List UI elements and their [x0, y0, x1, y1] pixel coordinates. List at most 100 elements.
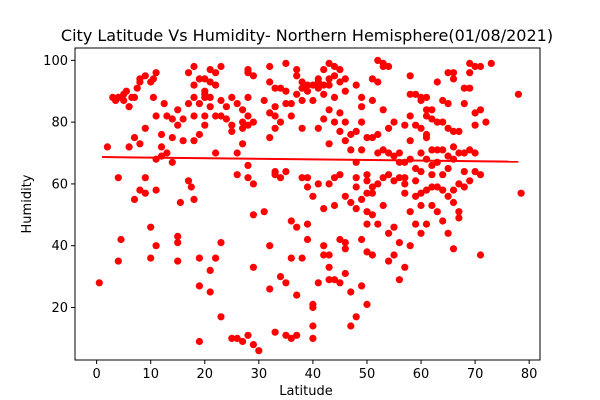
data-point-88 [217, 112, 225, 120]
data-point-134 [271, 171, 279, 179]
data-point-265 [379, 201, 387, 210]
data-point-305 [417, 168, 425, 176]
data-point-185 [320, 115, 328, 123]
data-point-15 [130, 195, 139, 203]
data-point-204 [330, 276, 339, 284]
data-point-264 [379, 174, 387, 182]
data-point-237 [358, 235, 366, 244]
data-point-182 [320, 66, 328, 74]
data-point-187 [320, 242, 328, 250]
data-point-72 [201, 90, 209, 98]
data-point-241 [363, 177, 371, 185]
data-point-201 [330, 118, 339, 126]
data-point-297 [412, 164, 420, 173]
x-tick-label-0: 0 [92, 367, 100, 382]
data-point-199 [330, 72, 339, 80]
data-point-281 [395, 276, 403, 284]
data-point-126 [266, 134, 274, 142]
data-point-333 [439, 171, 447, 179]
data-point-131 [271, 112, 279, 120]
data-point-244 [363, 220, 371, 228]
data-point-308 [417, 229, 425, 237]
data-point-177 [314, 78, 322, 86]
data-point-170 [309, 96, 317, 105]
data-point-163 [303, 81, 312, 89]
data-point-158 [298, 84, 306, 92]
data-point-219 [341, 269, 349, 278]
data-point-165 [303, 174, 312, 182]
data-point-250 [368, 183, 376, 191]
data-point-210 [336, 235, 344, 244]
data-point-323 [428, 201, 436, 210]
data-point-24 [141, 124, 149, 132]
data-point-261 [379, 62, 387, 71]
y-tick-label-80: 80 [51, 116, 68, 131]
data-point-325 [433, 118, 441, 126]
data-point-203 [330, 201, 339, 210]
y-axis-label: Humidity [20, 174, 35, 233]
data-point-75 [206, 66, 214, 74]
data-point-46 [174, 106, 182, 114]
data-point-65 [195, 130, 203, 139]
data-point-253 [368, 251, 376, 259]
data-point-320 [428, 161, 436, 169]
data-point-316 [422, 220, 431, 228]
data-point-39 [160, 100, 168, 108]
data-point-122 [260, 96, 268, 105]
data-point-207 [336, 109, 344, 117]
data-point-151 [293, 66, 301, 74]
data-point-95 [228, 127, 236, 135]
data-point-268 [385, 149, 393, 157]
data-point-152 [293, 72, 301, 80]
data-point-372 [476, 106, 485, 114]
data-point-98 [233, 149, 241, 157]
data-point-171 [309, 192, 317, 200]
data-point-85 [212, 254, 220, 262]
data-point-30 [149, 93, 157, 101]
data-point-167 [303, 220, 312, 228]
data-point-9 [122, 87, 130, 95]
data-point-82 [212, 81, 220, 89]
data-points [95, 56, 525, 355]
data-point-147 [287, 112, 295, 120]
data-point-89 [217, 239, 225, 247]
data-point-137 [276, 118, 285, 126]
data-point-149 [287, 254, 295, 262]
data-point-104 [239, 140, 247, 148]
data-point-102 [239, 118, 247, 126]
data-point-228 [352, 174, 360, 182]
data-point-336 [444, 69, 452, 77]
data-point-4 [114, 257, 122, 265]
data-point-202 [330, 174, 339, 182]
data-point-77 [206, 93, 214, 101]
data-point-302 [417, 96, 425, 105]
data-point-360 [460, 183, 468, 191]
data-point-47 [174, 232, 182, 240]
y-tick-label-40: 40 [51, 239, 68, 254]
data-point-74 [201, 121, 209, 129]
data-point-192 [325, 106, 333, 114]
data-point-216 [341, 192, 349, 200]
data-point-50 [176, 198, 184, 207]
data-point-184 [320, 90, 328, 98]
data-point-161 [298, 174, 306, 182]
data-point-78 [206, 103, 214, 111]
y-axis-ticks: 20 40 60 80 100 [43, 54, 75, 316]
data-point-132 [271, 124, 279, 132]
data-point-191 [325, 81, 333, 89]
data-point-84 [212, 149, 220, 157]
data-point-290 [406, 112, 414, 120]
data-point-112 [244, 174, 252, 182]
data-point-221 [347, 146, 355, 154]
data-point-273 [390, 152, 398, 160]
data-point-359 [460, 168, 468, 176]
data-point-67 [195, 282, 203, 290]
x-tick-label-40: 40 [305, 367, 322, 382]
x-tick-label-10: 10 [142, 367, 159, 382]
data-point-164 [303, 87, 312, 95]
data-point-284 [401, 174, 409, 182]
data-point-234 [358, 118, 366, 126]
data-point-43 [168, 115, 176, 123]
data-point-296 [412, 121, 420, 129]
data-point-353 [455, 180, 463, 188]
